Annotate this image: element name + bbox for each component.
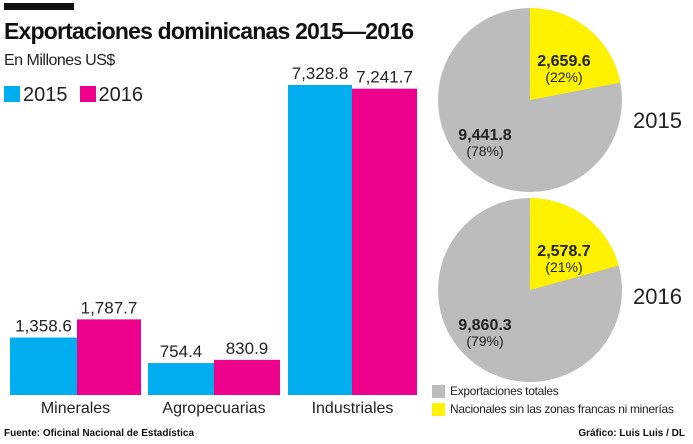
- chart-title: Exportaciones dominicanas 2015—2016: [4, 18, 414, 44]
- bar-value-label: 830.9: [226, 339, 269, 358]
- legend-swatch: [432, 402, 445, 416]
- legend-label: 2016: [98, 84, 144, 106]
- source-note: Fuente: Oficinal Nacional de Estadística: [4, 428, 195, 439]
- pie-legend-item-nacionales: Nacionales sin las zonas francas ni mine…: [432, 400, 674, 418]
- pie-slice-nacionales-2016: [530, 198, 619, 290]
- pie-value-label: 2,659.6: [537, 53, 590, 70]
- pie-value-label: 9,860.3: [458, 317, 511, 334]
- bar-value-label: 7,241.7: [356, 68, 413, 87]
- bar-value-label: 754.4: [160, 342, 203, 361]
- legend-swatch-2016: [79, 86, 96, 102]
- pie-legend-item-total: Exportaciones totales: [432, 382, 674, 400]
- credit-note: Gráfico: Luis Luis / DL: [578, 428, 685, 439]
- pie-value-label: 2,578.7: [537, 243, 590, 260]
- pie-pct-label: (78%): [466, 143, 503, 159]
- pie-legend: Exportaciones totales Nacionales sin las…: [432, 382, 674, 418]
- bar-value-label: 7,328.8: [292, 64, 349, 83]
- bar-2015-minerales: [10, 337, 77, 395]
- legend-label: Nacionales sin las zonas francas ni mine…: [450, 402, 674, 416]
- bar-2016-industriales: [352, 88, 417, 395]
- pie-value-label: 9,441.8: [458, 127, 511, 144]
- category-label-minerales: Minerales: [41, 400, 110, 417]
- title-bar-decoration: [4, 3, 74, 10]
- legend-item-2016: 2016: [79, 84, 144, 107]
- legend-label: 2015: [23, 84, 68, 106]
- pie-pct-label: (21%): [545, 259, 582, 275]
- bar-legend: 2015 2016: [4, 84, 143, 107]
- legend-swatch-2015: [4, 86, 20, 102]
- category-label-agropecuarias: Agropecuarias: [162, 400, 265, 417]
- pie-slice-nacionales-2015: [530, 8, 621, 100]
- bar-2015-agropecuarias: [148, 363, 214, 395]
- pie-title-2015: 2015: [633, 108, 682, 133]
- pie-pct-label: (79%): [466, 333, 503, 349]
- bar-value-label: 1,358.6: [15, 317, 72, 336]
- bar-value-label: 1,787.7: [81, 298, 138, 317]
- bar-2016-minerales: [77, 319, 141, 395]
- legend-label: Exportaciones totales: [450, 384, 559, 398]
- pie-title-2016: 2016: [633, 284, 682, 309]
- pie-pct-label: (22%): [545, 69, 582, 85]
- bar-2015-industriales: [288, 85, 352, 395]
- chart-subtitle: En Millones US$: [4, 52, 115, 69]
- category-label-industriales: Industriales: [312, 400, 394, 417]
- legend-item-2015: 2015: [4, 84, 68, 107]
- legend-swatch: [432, 384, 445, 398]
- bar-2016-agropecuarias: [214, 359, 280, 395]
